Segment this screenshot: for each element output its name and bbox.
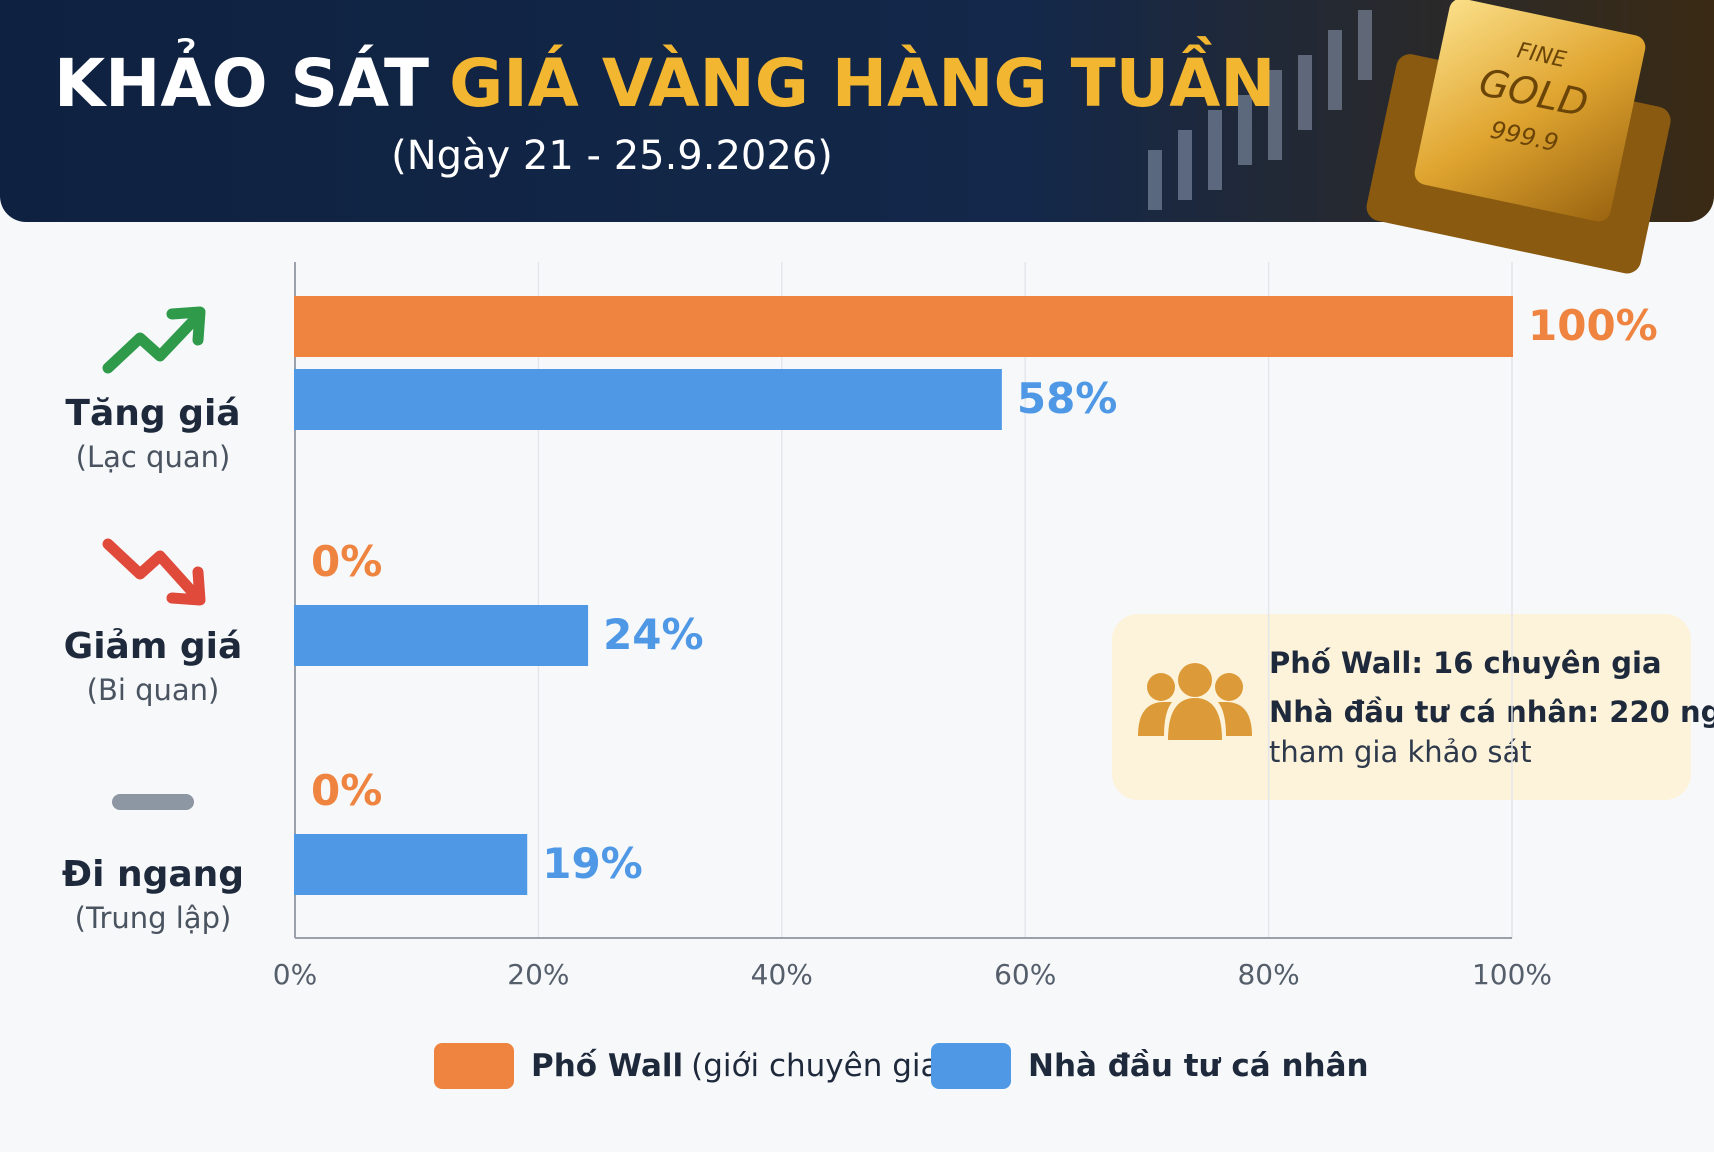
info-line: Nhà đầu tư cá nhân: 220 người xyxy=(1269,695,1714,729)
x-tick-label: 60% xyxy=(994,958,1056,991)
header-band xyxy=(0,0,1714,222)
header-top xyxy=(0,0,1714,40)
gold-bar: FINE GOLD 999.9 xyxy=(1366,0,1671,274)
info-line: tham gia khảo sát xyxy=(1269,735,1532,769)
x-tick-label: 20% xyxy=(507,958,569,991)
category-note: (Trung lập) xyxy=(75,901,232,935)
bar xyxy=(294,834,528,895)
legend-swatch xyxy=(931,1043,1011,1089)
title-part: KHẢO SÁT xyxy=(54,38,429,122)
info-box xyxy=(1112,614,1691,800)
icon-up xyxy=(102,306,206,374)
icon-flat xyxy=(112,794,194,810)
value-label: 100% xyxy=(1528,301,1658,350)
value-label: 58% xyxy=(1017,374,1118,423)
value-label: 0% xyxy=(311,537,382,586)
subtitle: (Ngày 21 - 25.9.2026) xyxy=(391,133,833,179)
legend-swatch xyxy=(434,1043,514,1089)
icon-people xyxy=(1138,663,1252,740)
value-label: 24% xyxy=(603,610,704,659)
candles xyxy=(1148,10,1372,210)
value-label: 0% xyxy=(311,766,382,815)
legend-entry: Phố Wall (giới chuyên gia) xyxy=(531,1048,952,1084)
x-tick-label: 100% xyxy=(1472,958,1552,991)
title: KHẢO SÁT GIÁ VÀNG HÀNG TUẦN xyxy=(54,36,1276,122)
legend-entry: Nhà đầu tư cá nhân xyxy=(1028,1048,1369,1084)
bar xyxy=(294,296,1513,357)
legend-note: (giới chuyên gia) xyxy=(691,1048,951,1084)
category-label: Đi ngang xyxy=(62,854,244,895)
bar xyxy=(294,369,1002,430)
legend-name: Phố Wall xyxy=(531,1048,683,1084)
category-note: (Lạc quan) xyxy=(76,440,231,474)
bar xyxy=(294,605,589,666)
category-label: Tăng giá xyxy=(65,393,240,434)
x-tick-label: 80% xyxy=(1237,958,1299,991)
x-tick-label: 40% xyxy=(751,958,813,991)
legend-name: Nhà đầu tư cá nhân xyxy=(1028,1048,1369,1084)
title-part: GIÁ VÀNG HÀNG TUẦN xyxy=(449,36,1275,122)
value-label: 19% xyxy=(542,839,643,888)
icon-down xyxy=(102,538,206,606)
info-line: Phố Wall: 16 chuyên gia xyxy=(1269,646,1662,680)
category-label: Giảm giá xyxy=(64,626,243,667)
category-note: (Bi quan) xyxy=(87,673,220,707)
x-tick-label: 0% xyxy=(273,958,317,991)
